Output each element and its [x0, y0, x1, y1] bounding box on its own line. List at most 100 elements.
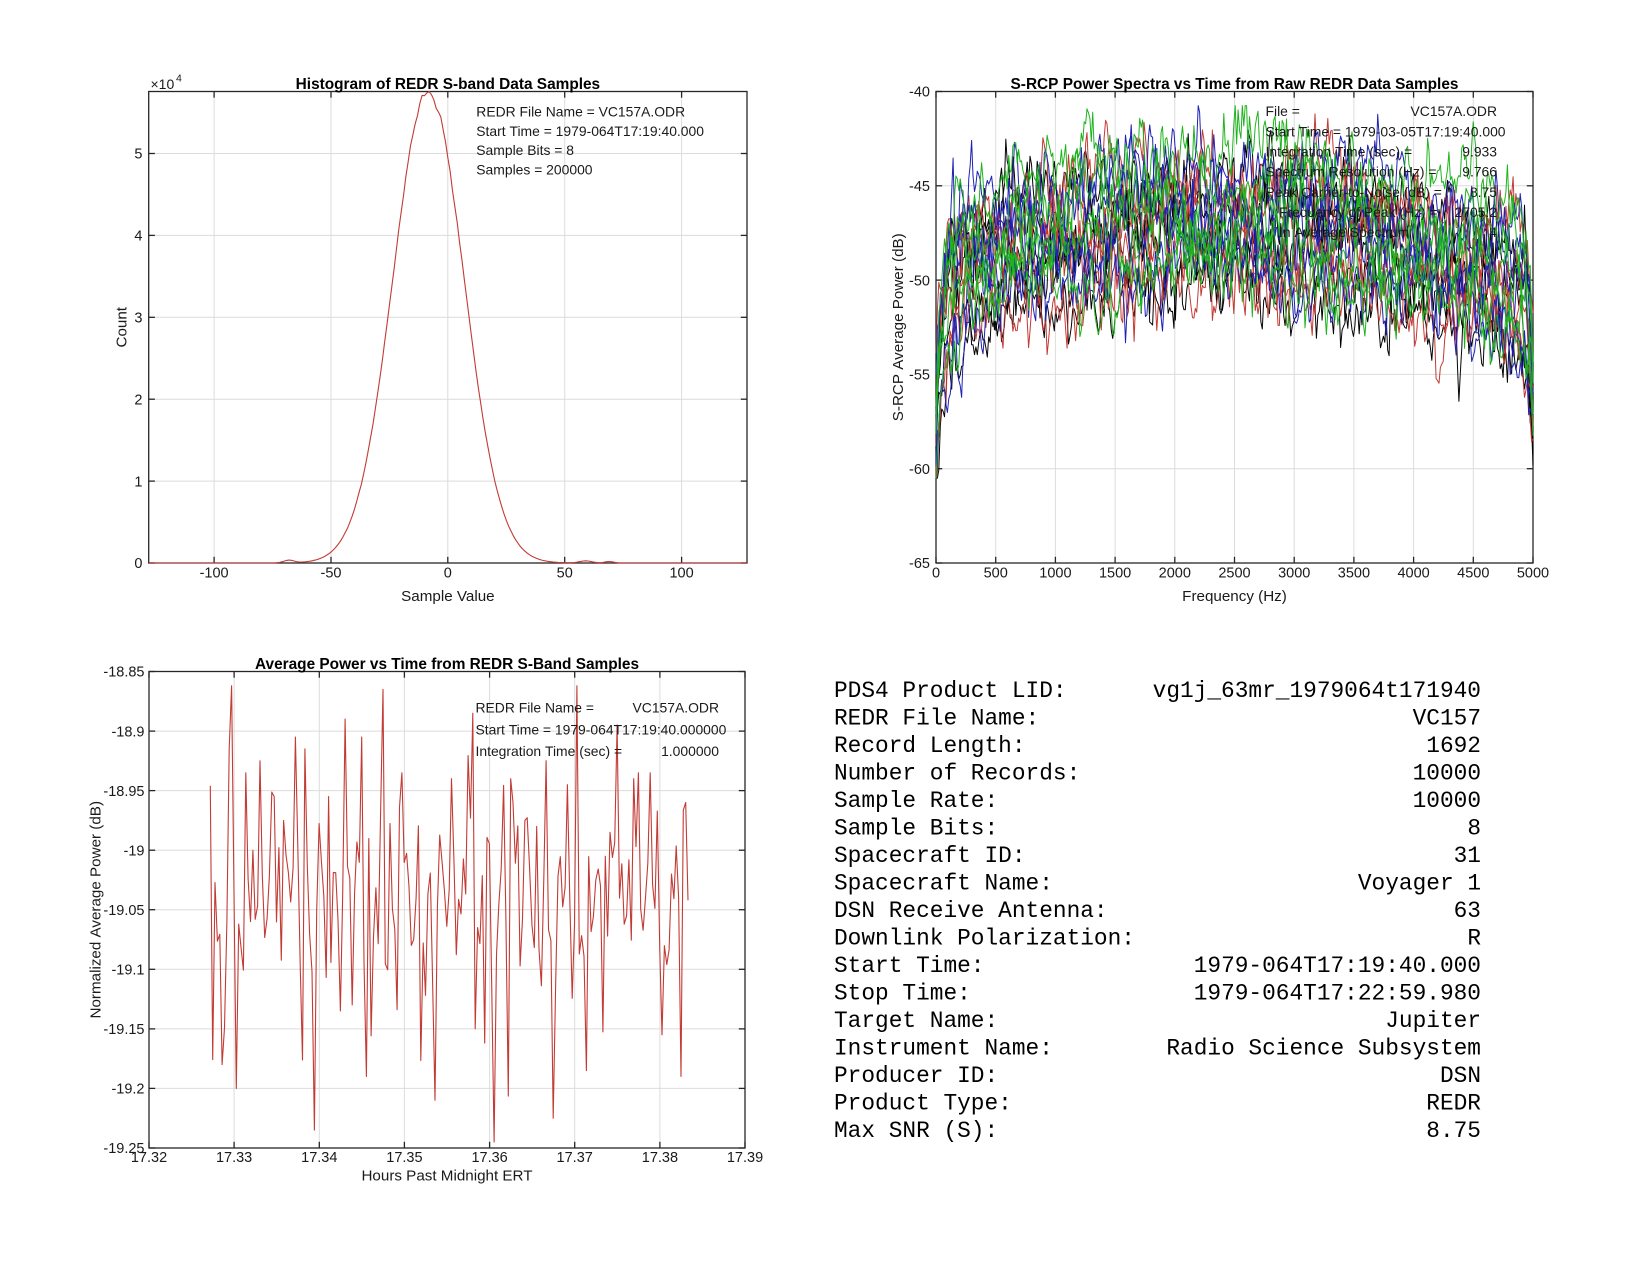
- svg-text:Sample Value: Sample Value: [401, 588, 494, 605]
- svg-text:Sample Rate:: Sample Rate:: [834, 788, 998, 814]
- svg-text:Spectrum Resolution (Hz) =: Spectrum Resolution (Hz) =: [1266, 164, 1437, 180]
- svg-text:Frequency (Hz): Frequency (Hz): [1182, 588, 1287, 605]
- svg-text:10000: 10000: [1413, 788, 1481, 814]
- svg-text:9.766: 9.766: [1462, 164, 1497, 180]
- svg-text:-60: -60: [909, 462, 930, 478]
- svg-text:Max SNR (S):: Max SNR (S):: [834, 1118, 998, 1144]
- svg-text:1: 1: [134, 474, 142, 490]
- svg-text:1500: 1500: [1099, 566, 1131, 582]
- svg-text:S-RCP Power Spectra vs Time fr: S-RCP Power Spectra vs Time from Raw RED…: [1011, 76, 1459, 93]
- svg-text:Integration Time (sec) =: Integration Time (sec) =: [1266, 144, 1413, 160]
- svg-text:5: 5: [134, 147, 142, 163]
- svg-text:Voyager 1: Voyager 1: [1358, 871, 1481, 897]
- svg-text:-19.1: -19.1: [111, 963, 144, 979]
- svg-text:0: 0: [932, 566, 940, 582]
- svg-text:4000: 4000: [1397, 566, 1429, 582]
- svg-text:1979-064T17:19:40.000: 1979-064T17:19:40.000: [1194, 953, 1481, 979]
- svg-text:R: R: [1467, 926, 1481, 952]
- svg-text:PDS4 Product LID:: PDS4 Product LID:: [834, 678, 1067, 704]
- svg-text:2500: 2500: [1218, 566, 1250, 582]
- svg-text:×10: ×10: [151, 76, 175, 92]
- svg-text:Hours Past Midnight ERT: Hours Past Midnight ERT: [361, 1168, 532, 1185]
- svg-text:8.75: 8.75: [1470, 184, 1497, 200]
- svg-text:REDR File Name = VC157A.ODR: REDR File Name = VC157A.ODR: [476, 104, 685, 120]
- svg-text:-19.05: -19.05: [103, 903, 144, 919]
- svg-text:0: 0: [444, 566, 452, 582]
- svg-text:-100: -100: [200, 566, 229, 582]
- svg-text:Start Time = 1979-064T17:19:40: Start Time = 1979-064T17:19:40.000: [476, 123, 704, 139]
- svg-text:3: 3: [134, 311, 142, 327]
- svg-text:File =: File =: [1266, 103, 1300, 119]
- svg-text:10000: 10000: [1413, 761, 1481, 787]
- svg-text:17.36: 17.36: [471, 1150, 507, 1166]
- svg-text:Spacecraft ID:: Spacecraft ID:: [834, 843, 1026, 869]
- svg-text:Sample Bits:: Sample Bits:: [834, 816, 998, 842]
- svg-text:4: 4: [134, 229, 142, 245]
- svg-text:Downlink Polarization:: Downlink Polarization:: [834, 926, 1135, 952]
- svg-text:-19.15: -19.15: [103, 1022, 144, 1038]
- svg-text:vg1j_63mr_1979064t171940: vg1j_63mr_1979064t171940: [1153, 678, 1481, 704]
- svg-text:VC157: VC157: [1413, 706, 1481, 732]
- svg-text:2705.2: 2705.2: [1455, 204, 1498, 220]
- svg-text:Histogram of REDR S-band Data: Histogram of REDR S-band Data Samples: [296, 76, 600, 93]
- svg-text:-55: -55: [909, 368, 930, 384]
- svg-text:Start Time:: Start Time:: [834, 953, 984, 979]
- svg-text:Average Power vs Time from RED: Average Power vs Time from REDR S-Band S…: [255, 656, 639, 673]
- svg-text:In Average Spectrum: In Average Spectrum: [1279, 224, 1409, 240]
- svg-text:VC157A.ODR: VC157A.ODR: [633, 700, 719, 716]
- svg-text:3000: 3000: [1278, 566, 1310, 582]
- svg-text:4: 4: [176, 73, 182, 85]
- svg-text:Samples = 200000: Samples = 200000: [476, 161, 593, 177]
- svg-text:Start Time = 1979-064T17:19:40: Start Time = 1979-064T17:19:40.000000: [476, 721, 727, 737]
- svg-text:2000: 2000: [1159, 566, 1191, 582]
- svg-text:17.35: 17.35: [386, 1150, 422, 1166]
- svg-text:Frequency of Peak (Hz) =: Frequency of Peak (Hz) =: [1279, 204, 1438, 220]
- svg-text:-45: -45: [909, 179, 930, 195]
- svg-text:Normalized Average Power (dB): Normalized Average Power (dB): [88, 801, 105, 1019]
- svg-text:8.75: 8.75: [1426, 1118, 1481, 1144]
- svg-text:17.39: 17.39: [727, 1150, 763, 1166]
- svg-text:-65: -65: [909, 556, 930, 572]
- svg-text:2: 2: [134, 392, 142, 408]
- svg-text:-50: -50: [909, 273, 930, 289]
- svg-text:Radio Science Subsystem: Radio Science Subsystem: [1166, 1036, 1481, 1062]
- svg-text:-50: -50: [321, 566, 342, 582]
- svg-text:-18.85: -18.85: [103, 665, 144, 681]
- svg-text:500: 500: [984, 566, 1008, 582]
- svg-text:17.32: 17.32: [131, 1150, 167, 1166]
- svg-text:63: 63: [1454, 898, 1481, 924]
- svg-text:Jupiter: Jupiter: [1385, 1008, 1481, 1034]
- svg-text:-40: -40: [909, 85, 930, 101]
- svg-text:9.933: 9.933: [1462, 144, 1497, 160]
- svg-text:-18.9: -18.9: [111, 724, 144, 740]
- svg-text:Peak Carrier-to-Noise (dB) =: Peak Carrier-to-Noise (dB) =: [1266, 184, 1442, 200]
- svg-text:50: 50: [557, 566, 573, 582]
- svg-text:Target Name:: Target Name:: [834, 1008, 998, 1034]
- svg-text:31: 31: [1454, 843, 1481, 869]
- svg-text:-18.95: -18.95: [103, 784, 144, 800]
- svg-text:Record Length:: Record Length:: [834, 733, 1026, 759]
- svg-text:Instrument Name:: Instrument Name:: [834, 1036, 1053, 1062]
- svg-text:Spacecraft Name:: Spacecraft Name:: [834, 871, 1053, 897]
- svg-text:REDR File Name =: REDR File Name =: [476, 700, 594, 716]
- svg-text:Integration Time (sec) =: Integration Time (sec) =: [476, 743, 623, 759]
- svg-text:-19: -19: [124, 843, 145, 859]
- svg-text:Sample Bits = 8: Sample Bits = 8: [476, 142, 574, 158]
- svg-text:Product Type:: Product Type:: [834, 1091, 1012, 1117]
- svg-text:0: 0: [134, 556, 142, 572]
- svg-text:1979-064T17:22:59.980: 1979-064T17:22:59.980: [1194, 981, 1481, 1007]
- svg-text:4500: 4500: [1457, 566, 1489, 582]
- svg-text:1000: 1000: [1039, 566, 1071, 582]
- svg-text:8: 8: [1467, 816, 1481, 842]
- svg-text:REDR File Name:: REDR File Name:: [834, 706, 1039, 732]
- svg-text:5000: 5000: [1517, 566, 1549, 582]
- svg-text:1.000000: 1.000000: [661, 743, 719, 759]
- svg-text:VC157A.ODR: VC157A.ODR: [1411, 103, 1497, 119]
- svg-text:DSN: DSN: [1440, 1063, 1481, 1089]
- svg-text:17.34: 17.34: [301, 1150, 337, 1166]
- svg-text:1692: 1692: [1426, 733, 1481, 759]
- svg-text:Number of Records:: Number of Records:: [834, 761, 1080, 787]
- svg-text:S-RCP Average Power (dB): S-RCP Average Power (dB): [890, 233, 907, 421]
- svg-text:DSN Receive Antenna:: DSN Receive Antenna:: [834, 898, 1108, 924]
- svg-text:100: 100: [669, 566, 693, 582]
